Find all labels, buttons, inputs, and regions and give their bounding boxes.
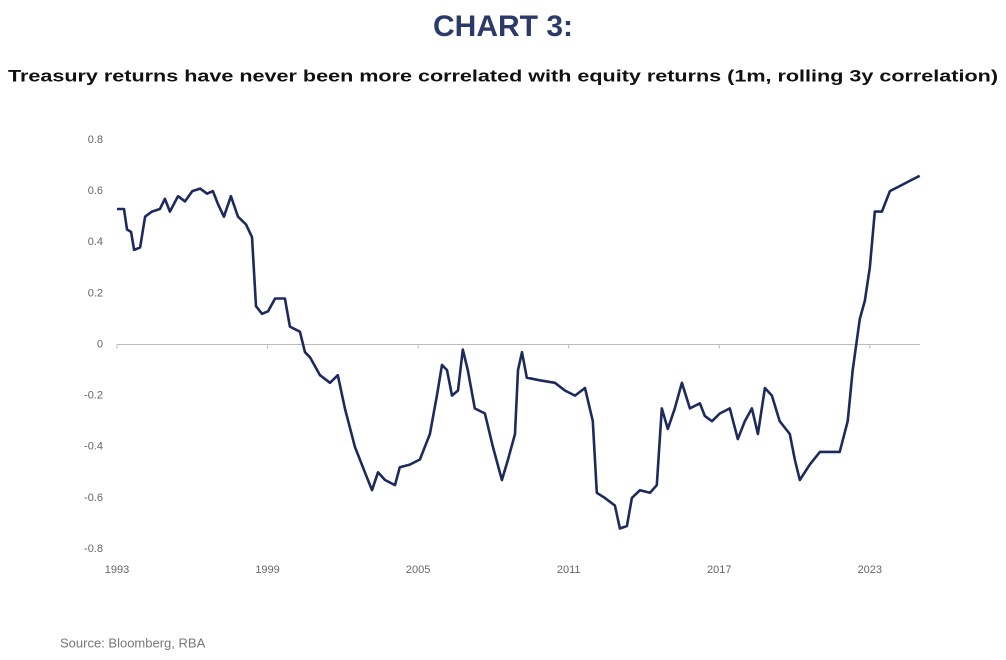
x-tick-label: 2023 [858, 564, 882, 576]
x-tick-label: 2017 [707, 564, 731, 576]
data-line [117, 174, 921, 530]
y-tick-label: -0.4 [84, 441, 103, 453]
y-tick-label: 0.2 [88, 287, 103, 299]
x-tick-label: 1993 [105, 564, 129, 576]
source-note: Source: Bloomberg, RBA [60, 635, 206, 650]
y-tick-label: 0 [97, 338, 103, 350]
y-tick-label: -0.2 [84, 390, 103, 402]
x-tick-label: 1999 [255, 564, 279, 576]
y-tick-label: -0.6 [84, 492, 103, 504]
x-tick-label: 2011 [557, 564, 581, 576]
y-tick-label: 0.8 [88, 134, 103, 146]
y-tick-label: -0.8 [84, 543, 103, 555]
y-tick-label: 0.4 [88, 236, 103, 248]
chart-subtitle: Treasury returns have never been more co… [8, 66, 998, 85]
chart-title: CHART 3: [433, 10, 573, 43]
x-tick-label: 2005 [406, 564, 430, 576]
y-tick-label: 0.6 [88, 185, 103, 197]
